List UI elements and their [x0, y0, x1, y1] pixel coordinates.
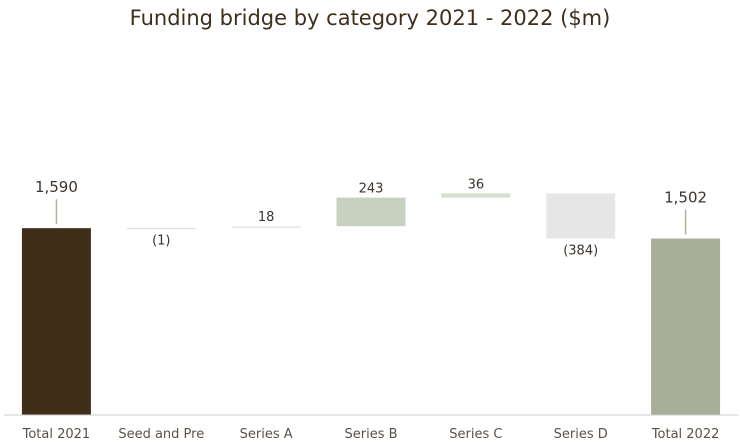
bar-series-c	[441, 193, 511, 198]
data-label-total-2021: 1,590	[35, 178, 78, 196]
connectors-group	[55, 199, 687, 235]
data-label-total-2022: 1,502	[664, 189, 707, 207]
x-tick-seed-and-pre: Seed and Pre	[118, 427, 204, 442]
bars-group	[21, 193, 721, 415]
bar-total-2021	[21, 228, 91, 415]
data-label-series-b: 243	[359, 182, 384, 197]
x-tick-series-b: Series B	[344, 427, 397, 442]
ticks-group: Total 2021 Seed and Pre Series A Series B Se…	[22, 427, 720, 442]
x-tick-series-a: Series A	[240, 427, 293, 442]
data-label-series-d: (384)	[563, 244, 598, 259]
bar-series-b	[336, 197, 406, 227]
data-label-seed-and-pre: (1)	[152, 233, 170, 248]
bar-series-d	[546, 193, 616, 239]
x-tick-series-c: Series C	[449, 427, 502, 442]
bar-series-a	[231, 226, 301, 229]
data-label-series-a: 18	[258, 210, 275, 225]
labels-group: 1,590 (1) 18 243 36 (384) 1,502	[35, 177, 707, 258]
x-tick-total-2022: Total 2022	[651, 427, 720, 442]
x-tick-series-d: Series D	[554, 427, 608, 442]
chart-title: Funding bridge by category 2021 - 2022 (…	[129, 6, 611, 30]
data-label-series-c: 36	[468, 177, 485, 192]
bar-seed-and-pre	[126, 228, 196, 230]
bar-total-2022	[651, 238, 721, 415]
x-tick-total-2021: Total 2021	[22, 427, 91, 442]
